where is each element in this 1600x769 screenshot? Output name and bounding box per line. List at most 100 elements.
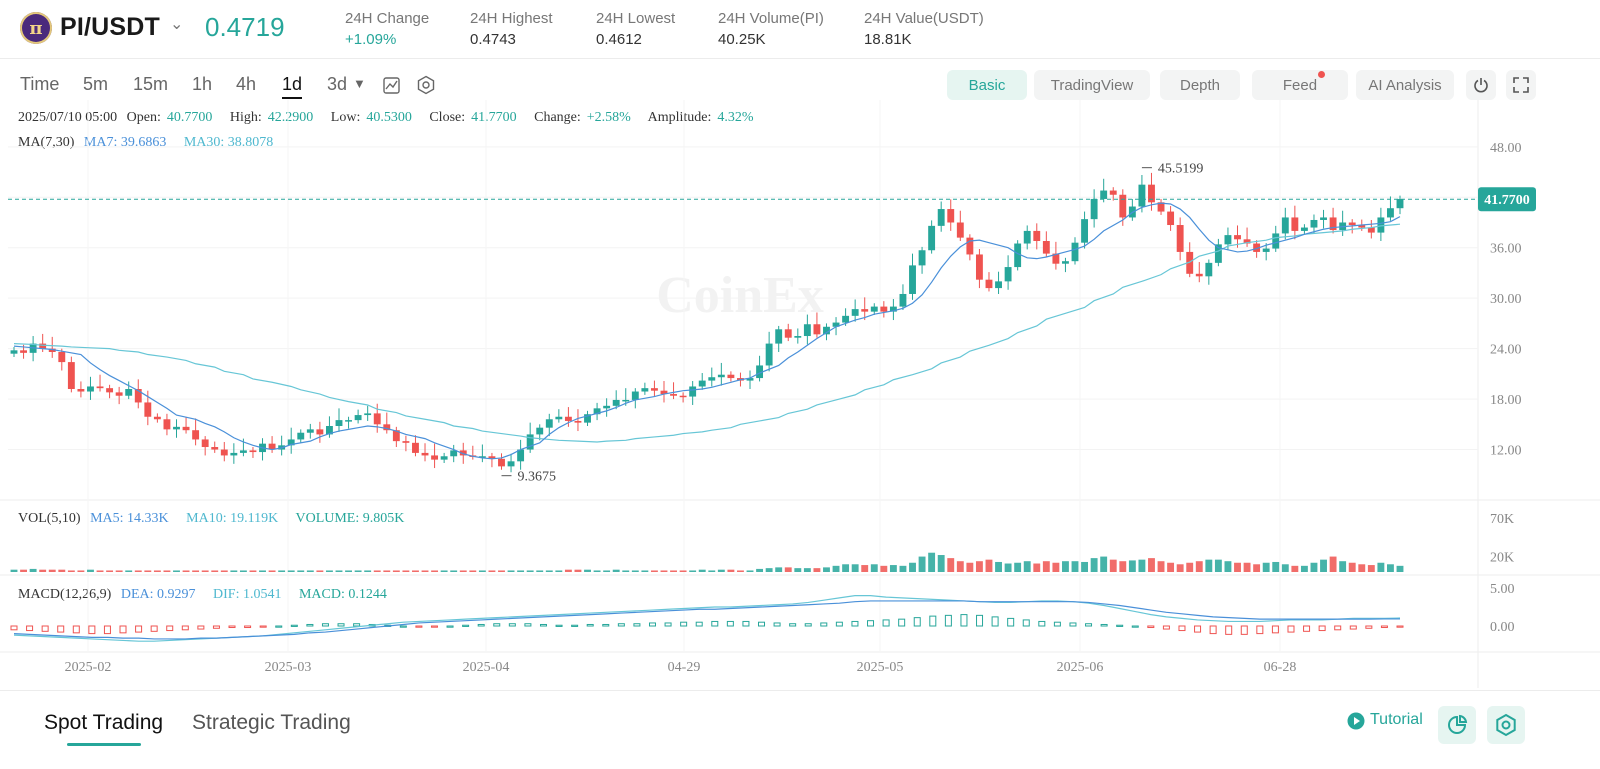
candle xyxy=(249,447,257,458)
macd-histogram-bar xyxy=(695,621,703,627)
candle-body xyxy=(412,442,419,453)
volume-bar xyxy=(631,570,639,572)
volume-bar xyxy=(1387,564,1394,572)
candle xyxy=(918,246,926,274)
indicator-chart-icon[interactable] xyxy=(382,76,402,96)
candle-body xyxy=(1081,219,1089,243)
candle xyxy=(937,201,945,232)
macd-histogram-bar xyxy=(290,624,298,627)
volume-bar xyxy=(325,570,333,572)
tab-depth[interactable]: Depth xyxy=(1160,70,1240,100)
volume-bar xyxy=(450,570,458,572)
tab-ai-analysis[interactable]: AI Analysis xyxy=(1356,70,1454,100)
candle-body xyxy=(1214,244,1222,263)
chevron-down-icon[interactable]: ⌄ xyxy=(170,16,184,33)
candle xyxy=(1004,255,1012,290)
tutorial-link[interactable]: Tutorial xyxy=(1370,711,1423,728)
candle-body xyxy=(985,279,993,289)
volume-bar xyxy=(1033,563,1041,572)
candle xyxy=(756,355,764,382)
pair-title[interactable]: PI/USDT xyxy=(60,13,161,41)
tab-tradingview[interactable]: TradingView xyxy=(1034,70,1150,100)
volume-bar xyxy=(1042,561,1050,572)
timeframe-1h[interactable]: 1h xyxy=(192,74,213,94)
x-tick-label: 2025-06 xyxy=(1057,660,1104,675)
volume-bar xyxy=(96,570,104,572)
power-icon[interactable] xyxy=(1466,70,1496,100)
stat-24h-highest: 24H Highest 0.4743 xyxy=(470,10,553,48)
caret-down-icon[interactable]: ▼ xyxy=(353,76,366,91)
price-chart[interactable]: CoinEx48.0042.0036.0030.0024.0018.0012.0… xyxy=(0,100,1600,688)
candle-body xyxy=(1148,184,1155,203)
candle xyxy=(536,424,544,441)
volume-bar xyxy=(1358,564,1366,572)
timeframe-15m[interactable]: 15m xyxy=(133,74,169,94)
tab-spot-trading[interactable]: Spot Trading xyxy=(44,711,164,734)
timeframe-5m[interactable]: 5m xyxy=(83,74,109,94)
volume-bar xyxy=(163,570,171,572)
volume-bar xyxy=(603,570,611,572)
settings-icon[interactable] xyxy=(1487,706,1525,744)
timeframe-time[interactable]: Time xyxy=(20,74,60,94)
candle xyxy=(794,328,802,344)
play-icon[interactable] xyxy=(1347,712,1365,730)
candle xyxy=(1042,231,1050,257)
timeframe-1d[interactable]: 1d xyxy=(282,74,303,99)
volume-bar xyxy=(1148,558,1155,572)
timeframe-4h[interactable]: 4h xyxy=(236,74,257,94)
macd-histogram-bar xyxy=(602,623,610,627)
candle-body xyxy=(1262,248,1270,252)
volume-bar xyxy=(1128,560,1136,572)
candle xyxy=(297,429,305,443)
candle xyxy=(899,284,907,310)
candle xyxy=(947,199,955,231)
candle-body xyxy=(87,386,94,392)
volume-bar xyxy=(870,564,878,572)
volume-bar xyxy=(727,569,735,572)
candle-body xyxy=(851,309,859,316)
vol-volume: VOLUME: 9.805K xyxy=(295,511,405,526)
candle-body xyxy=(373,413,381,425)
tab-strategic-trading[interactable]: Strategic Trading xyxy=(192,711,351,734)
candle xyxy=(10,346,18,358)
pie-chart-icon[interactable] xyxy=(1438,706,1476,744)
stat-label: 24H Volume(PI) xyxy=(718,10,824,27)
macd-histogram-bar xyxy=(664,622,672,627)
candle-body xyxy=(1272,233,1280,249)
amplitude-label: Amplitude: xyxy=(647,110,712,125)
volume-bar xyxy=(564,569,572,572)
volume-bar xyxy=(335,570,343,572)
candle-body xyxy=(364,413,372,416)
candle-body xyxy=(1253,243,1261,252)
candle xyxy=(488,452,496,468)
candle-body xyxy=(899,293,907,307)
macd-histogram-bar xyxy=(1131,625,1139,628)
tab-basic[interactable]: Basic xyxy=(947,70,1027,100)
volume-bar xyxy=(784,567,792,572)
candle xyxy=(192,418,200,446)
timeframe-3d[interactable]: 3d xyxy=(327,74,348,94)
stat-24h-change: 24H Change +1.09% xyxy=(345,10,429,48)
candle xyxy=(966,234,974,261)
tab-feed[interactable]: Feed xyxy=(1252,70,1348,100)
volume-bar xyxy=(459,570,467,572)
candle-body xyxy=(823,326,830,335)
fullscreen-icon[interactable] xyxy=(1506,70,1536,100)
candle-body xyxy=(517,449,525,462)
candle-body xyxy=(134,389,142,403)
volume-bar xyxy=(173,570,180,572)
candle-body xyxy=(937,209,945,226)
macd-histogram-bar xyxy=(135,625,143,633)
candle-body xyxy=(220,449,228,456)
volume-bar xyxy=(1119,561,1127,572)
candle xyxy=(1387,196,1394,221)
candle xyxy=(1090,189,1098,228)
candle xyxy=(1157,198,1165,215)
macd-histogram-bar xyxy=(726,620,734,627)
candle-body xyxy=(431,455,439,460)
settings-icon[interactable] xyxy=(416,75,436,95)
candle-body xyxy=(1329,217,1337,231)
volume-bar xyxy=(354,570,362,572)
volume-bar xyxy=(469,570,477,572)
candle-body xyxy=(670,394,677,396)
